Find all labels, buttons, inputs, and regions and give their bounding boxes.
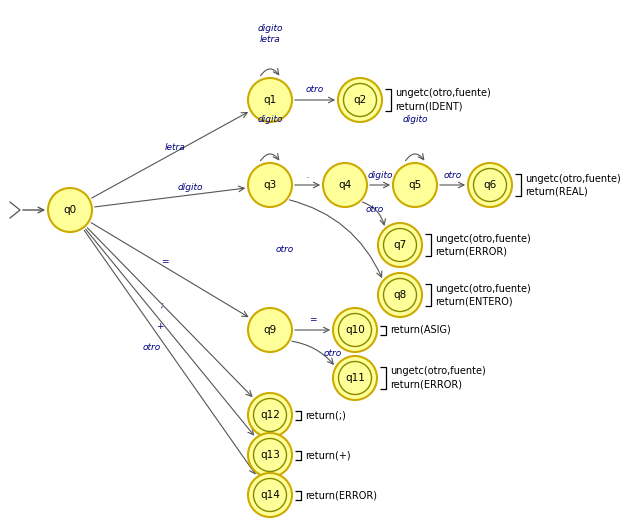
Text: digito: digito <box>257 115 283 124</box>
Text: return(IDENT): return(IDENT) <box>395 102 463 112</box>
Text: q5: q5 <box>408 180 422 190</box>
Circle shape <box>378 273 422 317</box>
Text: =: = <box>308 315 316 324</box>
Text: digito
letra: digito letra <box>257 24 283 43</box>
Text: q4: q4 <box>339 180 351 190</box>
Text: q2: q2 <box>353 95 367 105</box>
Text: dígito: dígito <box>177 183 203 192</box>
Text: return(ERROR): return(ERROR) <box>305 490 377 500</box>
Text: return(;): return(;) <box>305 410 346 420</box>
Circle shape <box>333 356 377 400</box>
Text: return(ERROR): return(ERROR) <box>435 246 507 257</box>
Text: q6: q6 <box>483 180 497 190</box>
Text: digito: digito <box>367 170 393 180</box>
Text: q10: q10 <box>345 325 365 335</box>
Text: q9: q9 <box>264 325 276 335</box>
Text: digito: digito <box>403 115 428 124</box>
Text: =: = <box>161 257 169 267</box>
Text: q7: q7 <box>394 240 406 250</box>
Text: otro: otro <box>306 85 324 94</box>
Text: letra: letra <box>164 143 186 151</box>
Text: ungetc(otro,fuente): ungetc(otro,fuente) <box>435 283 531 293</box>
Circle shape <box>338 78 382 122</box>
Text: otro: otro <box>366 205 384 214</box>
Circle shape <box>248 308 292 352</box>
Text: ungetc(otro,fuente): ungetc(otro,fuente) <box>390 366 486 377</box>
Circle shape <box>48 188 92 232</box>
Text: q1: q1 <box>264 95 276 105</box>
Circle shape <box>248 473 292 517</box>
Text: .: . <box>306 170 309 180</box>
Circle shape <box>248 433 292 477</box>
Text: +: + <box>156 322 164 331</box>
Circle shape <box>248 78 292 122</box>
Text: ;: ; <box>161 302 163 311</box>
Circle shape <box>248 393 292 437</box>
Text: return(ASIG): return(ASIG) <box>390 325 451 335</box>
Circle shape <box>378 223 422 267</box>
Text: ungetc(otro,fuente): ungetc(otro,fuente) <box>395 89 491 99</box>
Text: q8: q8 <box>394 290 406 300</box>
Text: ungetc(otro,fuente): ungetc(otro,fuente) <box>435 234 531 244</box>
Text: q0: q0 <box>63 205 77 215</box>
Text: otro: otro <box>444 170 461 180</box>
Text: return(ENTERO): return(ENTERO) <box>435 297 513 307</box>
Text: q12: q12 <box>260 410 280 420</box>
Circle shape <box>468 163 512 207</box>
Circle shape <box>393 163 437 207</box>
Text: q3: q3 <box>264 180 276 190</box>
Circle shape <box>323 163 367 207</box>
Text: q13: q13 <box>260 450 280 460</box>
Text: otro: otro <box>276 246 294 255</box>
Circle shape <box>248 163 292 207</box>
Text: otro: otro <box>143 343 161 352</box>
Text: q11: q11 <box>345 373 365 383</box>
Circle shape <box>333 308 377 352</box>
Text: return(ERROR): return(ERROR) <box>390 379 462 389</box>
Text: return(+): return(+) <box>305 450 351 460</box>
Text: ungetc(otro,fuente): ungetc(otro,fuente) <box>525 173 621 183</box>
Text: q14: q14 <box>260 490 280 500</box>
Text: return(REAL): return(REAL) <box>525 187 588 196</box>
Text: otro: otro <box>323 350 342 358</box>
